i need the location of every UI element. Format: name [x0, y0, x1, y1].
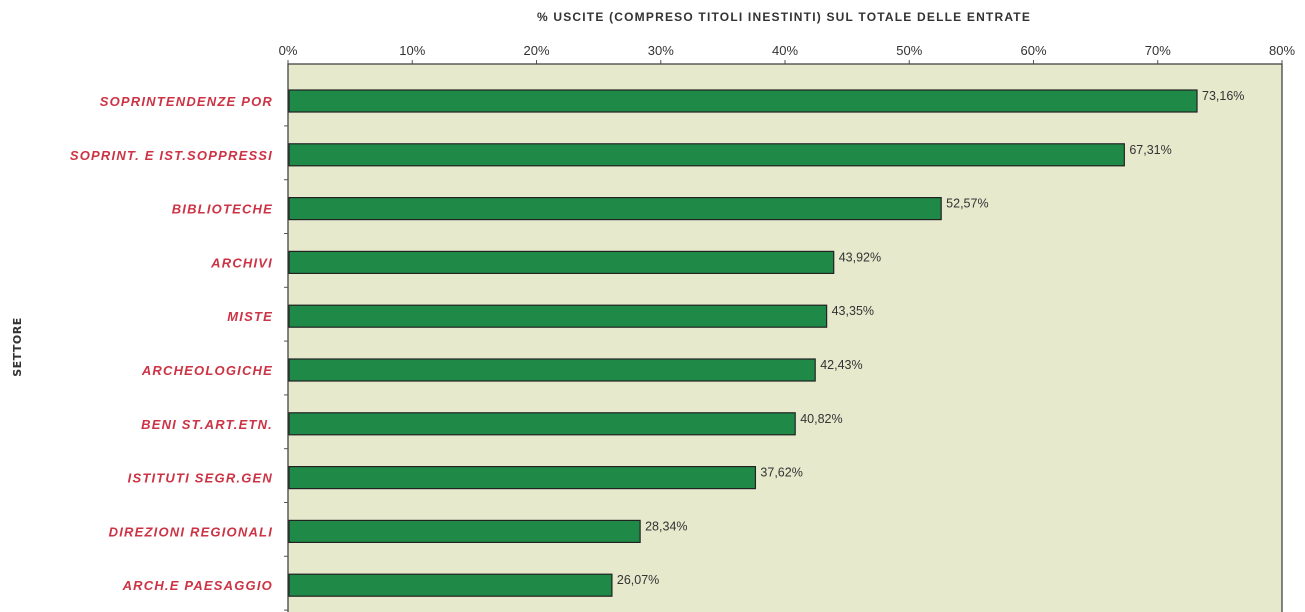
bar: [288, 89, 1198, 113]
category-label: ARCHEOLOGICHE: [141, 363, 273, 378]
data-label: 28,34%: [645, 519, 687, 533]
category-label: ISTITUTI SEGR.GEN: [128, 471, 273, 486]
y-axis-label: SETTORE: [11, 317, 24, 377]
x-tick-label: 80%: [1269, 43, 1295, 58]
category-label: BENI ST.ART.ETN.: [141, 417, 273, 432]
category-label: DIREZIONI REGIONALI: [109, 524, 273, 539]
x-tick-label: 0%: [279, 43, 298, 58]
value-labels: 73,16% 67,31% 52,57% 43,92% 43,35% 42,43% 40,8…: [617, 89, 1244, 587]
x-tick-label: 40%: [772, 43, 798, 58]
data-label: 40,82%: [800, 412, 842, 426]
bar: [288, 412, 796, 436]
x-tick-label: 70%: [1145, 43, 1171, 58]
data-label: 43,92%: [839, 250, 881, 264]
category-label: SOPRINTENDENZE POR: [100, 94, 273, 109]
category-label: SOPRINT. E IST.SOPPRESSI: [70, 148, 273, 163]
data-label: 26,07%: [617, 573, 659, 587]
bar: [288, 250, 835, 274]
category-label: ARCH.E PAESAGGIO: [122, 578, 273, 593]
category-label: BIBLIOTECHE: [172, 202, 273, 217]
bar: [288, 466, 757, 490]
category-label: MISTE: [227, 309, 273, 324]
data-label: 73,16%: [1202, 89, 1244, 103]
bar: [288, 358, 816, 382]
bar: [288, 304, 828, 328]
x-tick-label: 30%: [648, 43, 674, 58]
bar: [288, 519, 641, 544]
data-label: 52,57%: [946, 197, 988, 211]
bar: [288, 573, 613, 597]
data-label: 42,43%: [820, 358, 862, 372]
chart-title: % USCITE (COMPRESO TITOLI INESTINTI) SUL…: [537, 10, 1031, 24]
x-tick-label: 10%: [399, 43, 425, 58]
data-label: 43,35%: [832, 304, 874, 318]
bars: [284, 89, 1198, 611]
x-tick-label: 50%: [896, 43, 922, 58]
category-label: ARCHIVI: [210, 255, 273, 270]
bar: [288, 143, 1125, 167]
data-label: 67,31%: [1129, 143, 1171, 157]
x-tick-label: 20%: [523, 43, 549, 58]
x-axis-ticks: 0% 10% 20% 30% 40% 50% 60% 70% 80%: [279, 43, 1295, 64]
category-labels: SOPRINTENDENZE POR SOPRINT. E IST.SOPPRES…: [70, 94, 273, 593]
bar: [288, 197, 942, 221]
data-label: 37,62%: [760, 466, 802, 480]
x-tick-label: 60%: [1020, 43, 1046, 58]
